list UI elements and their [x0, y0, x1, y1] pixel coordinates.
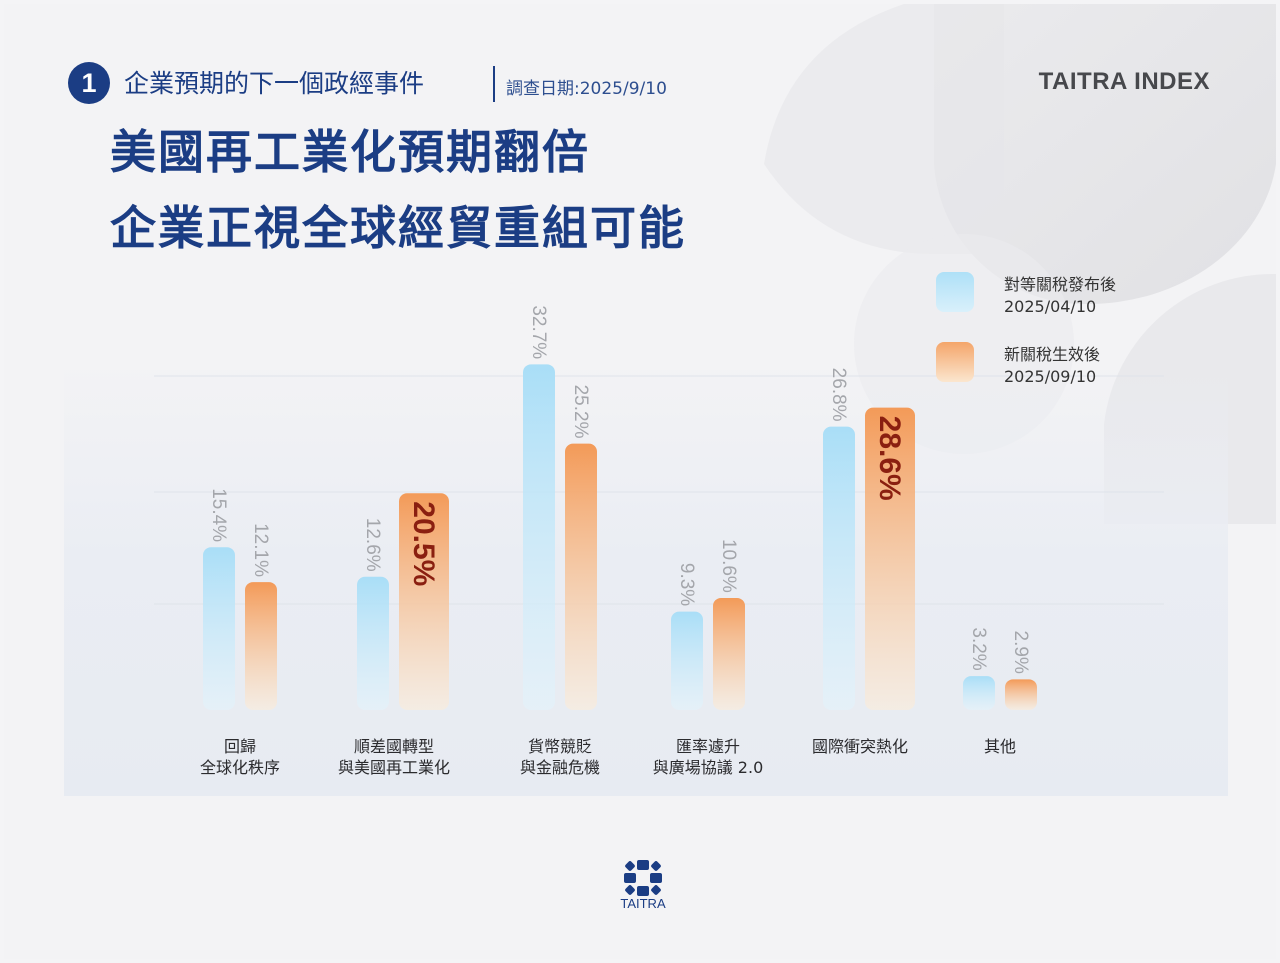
category-label-0: 回歸全球化秩序 — [200, 737, 280, 777]
infographic-frame: 1 企業預期的下一個政經事件 調查日期:2025/9/10 TAITRA IND… — [4, 4, 1276, 959]
data-label-september-4: 28.6% — [873, 416, 906, 501]
taitra-logo-icon — [624, 860, 662, 896]
legend-label-september: 新關稅生效後 — [1004, 345, 1101, 364]
data-label-september-5: 2.9% — [1010, 631, 1031, 674]
step-number-badge: 1 — [68, 62, 110, 104]
data-label-april-1: 12.6% — [362, 518, 383, 572]
headline-line-1: 美國再工業化預期翻倍 — [110, 125, 590, 179]
data-label-april-4: 26.8% — [828, 368, 849, 422]
legend-label-april: 對等關稅發布後 — [1004, 275, 1117, 294]
kicker-title: 企業預期的下一個政經事件 — [124, 69, 425, 98]
data-label-april-3: 9.3% — [676, 563, 697, 606]
headline-line-2: 企業正視全球經貿重組可能 — [110, 201, 686, 255]
taitra-logo-text: TAITRA — [620, 896, 666, 911]
bar-september-0 — [245, 582, 277, 710]
data-label-april-2: 32.7% — [528, 305, 549, 359]
category-label-4: 國際衝突熱化 — [812, 737, 908, 756]
chart-panel — [64, 364, 1228, 796]
bar-april-2 — [523, 364, 555, 710]
bar-april-0 — [203, 547, 235, 710]
bar-april-5 — [963, 676, 995, 710]
data-label-september-3: 10.6% — [718, 539, 739, 593]
bar-april-1 — [357, 576, 389, 710]
bar-september-4 — [865, 407, 915, 710]
category-label-1: 順差國轉型與美國再工業化 — [338, 737, 450, 777]
data-label-april-0: 15.4% — [208, 488, 229, 542]
bar-september-3 — [713, 597, 745, 710]
survey-date: 調查日期:2025/9/10 — [506, 79, 667, 99]
kicker-divider — [493, 66, 495, 102]
legend-swatch-blue — [936, 272, 974, 312]
data-label-april-5: 3.2% — [968, 627, 989, 670]
legend-date-september: 2025/09/10 — [1004, 367, 1097, 386]
bar-september-1 — [399, 493, 449, 710]
bar-april-4 — [823, 426, 855, 710]
category-label-3: 匯率遽升與廣場協議 2.0 — [653, 737, 764, 777]
bar-september-5 — [1005, 679, 1037, 710]
bar-april-3 — [671, 611, 703, 710]
category-label-2: 貨幣競貶與金融危機 — [520, 737, 600, 777]
brand-index-label: TAITRA INDEX — [1038, 68, 1210, 95]
data-label-september-1: 20.5% — [407, 501, 440, 586]
data-label-september-2: 25.2% — [570, 385, 591, 439]
bar-september-2 — [565, 443, 597, 710]
category-label-5: 其他 — [984, 737, 1016, 756]
legend-date-april: 2025/04/10 — [1004, 297, 1097, 316]
legend-swatch-orange — [936, 342, 974, 382]
data-label-september-0: 12.1% — [250, 523, 271, 577]
bar-chart: 15.4% 12.6% 32.7% 9.3% 26.8% 3.2% 12.1% 20.5% 25… — [154, 305, 1164, 777]
